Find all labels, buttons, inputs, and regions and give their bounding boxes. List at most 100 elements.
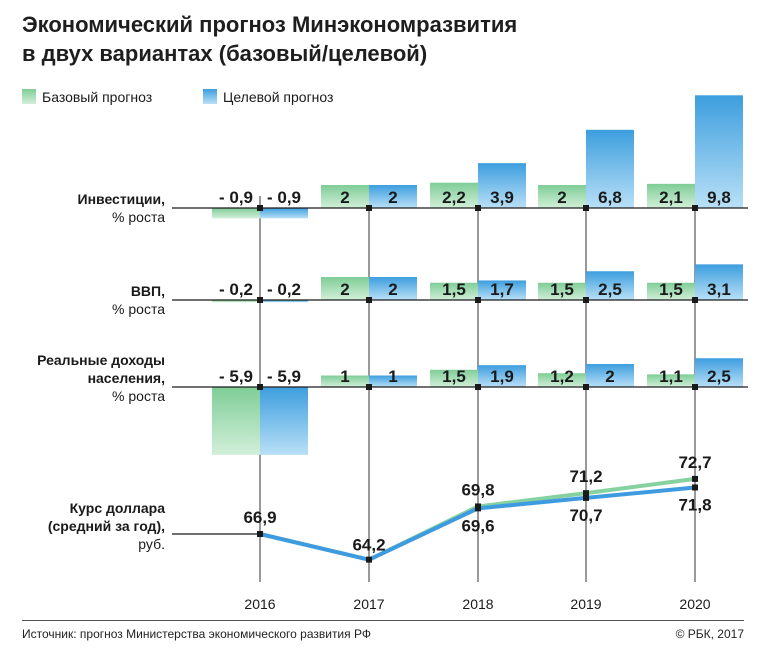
value-label-income-target-2020: 2,5 — [707, 367, 731, 386]
axis-marker-2017 — [366, 384, 372, 390]
bar-income-target-2018 — [478, 365, 526, 387]
bar-gdp-base-2017 — [321, 277, 369, 300]
rate-point-target-2020 — [692, 484, 698, 491]
x-tick-label-2019: 2019 — [570, 596, 601, 612]
axis-marker-2017 — [366, 297, 372, 303]
bar-income-base-2016 — [212, 387, 260, 455]
rate-value-base-2019: 71,2 — [569, 467, 602, 486]
bars-income — [212, 358, 743, 455]
value-label-gdp-base-2017: 2 — [340, 280, 349, 299]
exchange-rate-panel: Курс доллара (средний за год), руб. 66,9 64,… — [48, 453, 712, 563]
bar-gdp-base-2019 — [538, 282, 586, 300]
bar-investments-base-2017 — [321, 185, 369, 208]
panel-investments: Инвестиции, % роста - 0,9 - 0,9 2 2 2,2 3,9 2 6,8… — [78, 95, 748, 225]
rate-point-base-2020 — [692, 475, 698, 482]
panel-label-line: % роста — [112, 209, 165, 225]
value-label-investments-base-2016: - 0,9 — [219, 188, 253, 207]
rate-value-base-2020: 72,7 — [678, 453, 711, 472]
bar-investments-target-2019 — [586, 129, 634, 208]
bar-income-base-2019 — [538, 373, 586, 387]
panel-income: Реальные доходы населения, % роста - 5,9 - 5… — [37, 352, 748, 455]
value-label-income-base-2018: 1,5 — [442, 367, 466, 386]
rate-label-line: (средний за год), — [48, 518, 165, 534]
axis-marker-2016 — [257, 297, 263, 303]
value-label-income-base-2019: 1,2 — [550, 367, 574, 386]
bar-gdp-target-2016 — [260, 300, 308, 303]
legend-swatch-base — [22, 89, 36, 104]
bars-gdp — [212, 264, 743, 303]
axis-marker-2016 — [257, 205, 263, 211]
rate-value-target-2018: 69,6 — [461, 516, 494, 535]
x-axis-years: 2016 2017 2018 2019 2020 — [244, 596, 710, 612]
bar-gdp-target-2020 — [695, 264, 743, 300]
panel-label-line: Инвестиции, — [78, 191, 166, 207]
bars-investments — [212, 95, 743, 219]
panel-label-line: Реальные доходы — [37, 352, 165, 368]
axis-marker-2017 — [366, 205, 372, 211]
axis-marker-2020 — [692, 384, 698, 390]
legend-label-base: Базовый прогноз — [42, 89, 152, 105]
chart-title: Экономический прогноз Минэкономразвития … — [22, 10, 762, 68]
bar-income-target-2016 — [260, 387, 308, 455]
value-label-gdp-target-2018: 1,7 — [490, 280, 514, 299]
rate-value-base-2018: 69,8 — [461, 480, 494, 499]
axis-marker-2019 — [583, 384, 589, 390]
footer-divider — [22, 620, 744, 621]
x-tick-label-2017: 2017 — [353, 596, 384, 612]
bar-investments-target-2016 — [260, 208, 308, 219]
axis-marker-2020 — [692, 205, 698, 211]
value-label-gdp-base-2020: 1,5 — [659, 280, 683, 299]
rate-point-target-2019 — [583, 494, 589, 501]
axis-marker-2016 — [257, 384, 263, 390]
bar-investments-target-2020 — [695, 95, 743, 208]
rate-value-base-2016: 66,9 — [243, 508, 276, 527]
value-label-investments-base-2020: 2,1 — [659, 188, 683, 207]
rate-point-target-2018 — [475, 505, 481, 512]
axis-marker-2019 — [583, 205, 589, 211]
value-label-gdp-target-2017: 2 — [388, 280, 397, 299]
bar-income-target-2020 — [695, 358, 743, 387]
value-label-gdp-base-2018: 1,5 — [442, 280, 466, 299]
value-label-gdp-base-2019: 1,5 — [550, 280, 574, 299]
bar-income-target-2019 — [586, 364, 634, 387]
source-note: Источник: прогноз Министерства экономиче… — [22, 627, 371, 641]
value-label-investments-base-2019: 2 — [557, 188, 566, 207]
legend-swatch-target — [203, 89, 217, 104]
value-label-investments-target-2019: 6,8 — [598, 188, 622, 207]
bar-income-base-2017 — [321, 375, 369, 387]
axis-marker-2020 — [692, 297, 698, 303]
title-line-1: Экономический прогноз Минэкономразвития — [22, 12, 518, 37]
rate-value-target-2019: 70,7 — [569, 506, 602, 525]
x-tick-label-2020: 2020 — [679, 596, 710, 612]
value-label-investments-base-2018: 2,2 — [442, 188, 466, 207]
value-label-gdp-target-2016: - 0,2 — [267, 280, 301, 299]
bar-income-base-2018 — [430, 369, 478, 387]
value-label-income-target-2017: 1 — [388, 367, 397, 386]
value-label-income-base-2017: 1 — [340, 367, 349, 386]
bar-investments-base-2018 — [430, 182, 478, 208]
bar-gdp-base-2016 — [212, 300, 260, 303]
rate-label-line: Курс доллара — [70, 500, 166, 516]
rate-point-base-2017 — [366, 556, 372, 563]
value-label-gdp-target-2020: 3,1 — [707, 280, 731, 299]
bar-investments-base-2020 — [647, 183, 695, 208]
rate-point-base-2016 — [257, 531, 263, 537]
rate-point-base-2019 — [583, 490, 589, 497]
legend-label-target: Целевой прогноз — [223, 89, 333, 105]
bar-investments-base-2019 — [538, 185, 586, 208]
panel-label-line: % роста — [112, 301, 165, 317]
chart-canvas: Базовый прогноз Целевой прогноз Инвестици… — [22, 89, 748, 612]
panel-label-line: ВВП, — [131, 283, 165, 299]
value-label-income-target-2016: - 5,9 — [267, 367, 301, 386]
bar-income-target-2017 — [369, 375, 417, 387]
value-label-investments-base-2017: 2 — [340, 188, 349, 207]
panel-label-line: населения, — [88, 370, 165, 386]
panel-label-line: % роста — [112, 388, 165, 404]
value-label-gdp-target-2019: 2,5 — [598, 280, 622, 299]
value-label-income-target-2019: 2 — [605, 367, 614, 386]
bar-gdp-target-2017 — [369, 277, 417, 300]
legend: Базовый прогноз Целевой прогноз — [22, 89, 333, 105]
copyright: © РБК, 2017 — [675, 627, 744, 641]
bar-investments-base-2016 — [212, 208, 260, 219]
value-label-investments-target-2020: 9,8 — [707, 188, 731, 207]
